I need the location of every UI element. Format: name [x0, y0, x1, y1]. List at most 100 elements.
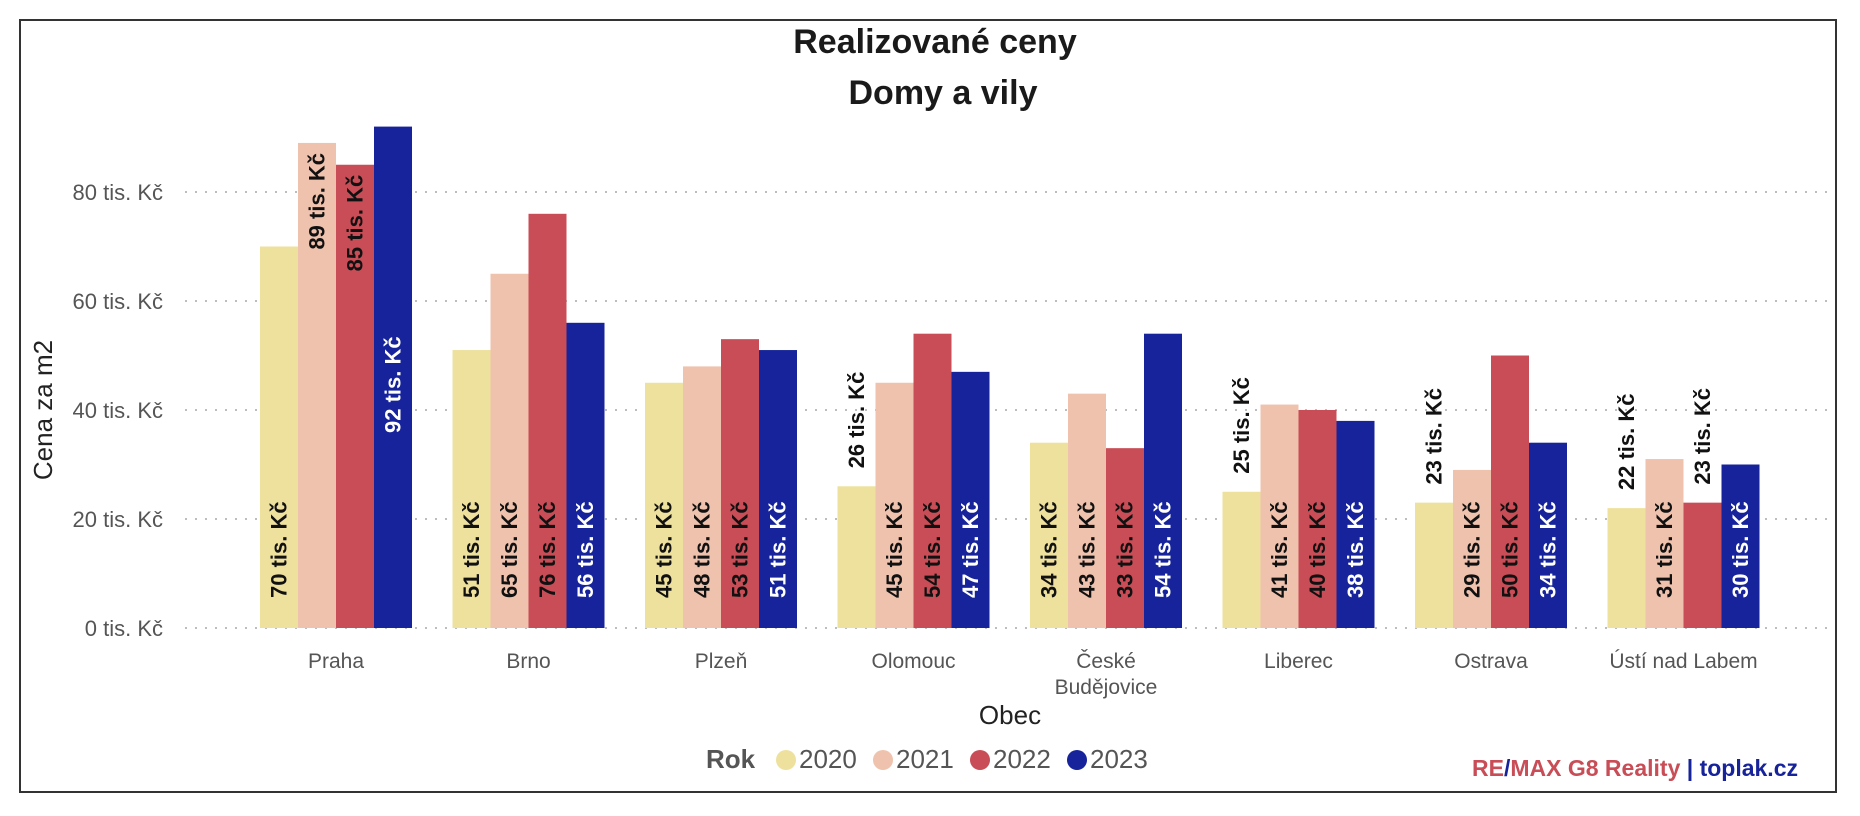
bar-2022	[1106, 448, 1144, 628]
bar-2022	[336, 164, 374, 628]
bar-2021	[683, 366, 721, 628]
bar-2021	[298, 142, 336, 628]
bar-2023	[1721, 464, 1760, 628]
data-label-2022: 53 tis. Kč	[728, 501, 753, 598]
x-axis-ticks: Praha Brno Plzeň Olomouc České Budějovice Libe…	[308, 650, 1758, 699]
y-tick-label: 40 tis. Kč	[73, 398, 163, 423]
bar-2020	[452, 350, 491, 628]
bar-2021	[1068, 393, 1106, 628]
data-label-2020: 22 tis. Kč	[1614, 393, 1639, 490]
bar-2021	[490, 273, 529, 628]
data-label-2022: 54 tis. Kč	[920, 501, 945, 598]
data-label-2021: 29 tis. Kč	[1460, 501, 1485, 598]
data-labels: 70 tis. Kč 89 tis. Kč 85 tis. Kč 92 tis. Kč…	[267, 153, 1753, 598]
bar-2022	[913, 333, 952, 628]
bar-2021	[875, 382, 914, 628]
bars	[260, 126, 1760, 629]
gridlines	[185, 191, 1830, 629]
data-label-2023: 92 tis. Kč	[381, 336, 406, 433]
y-tick-label: 20 tis. Kč	[73, 507, 163, 532]
data-label-2021: 31 tis. Kč	[1652, 501, 1677, 598]
data-label-2020: 25 tis. Kč	[1229, 377, 1254, 474]
legend-label-2020: 2020	[799, 744, 857, 774]
data-label-2020: 70 tis. Kč	[267, 501, 292, 598]
legend-label-2021: 2021	[896, 744, 954, 774]
y-tick-label: 0 tis. Kč	[85, 616, 163, 641]
legend-label-2022: 2022	[993, 744, 1051, 774]
data-label-2020: 26 tis. Kč	[844, 372, 869, 469]
data-label-2023: 47 tis. Kč	[958, 501, 983, 598]
data-label-2022: 85 tis. Kč	[343, 175, 368, 272]
chart-title: Realizované ceny	[793, 23, 1077, 61]
chart-frame	[19, 19, 1837, 793]
brand-toplak: toplak.cz	[1700, 755, 1798, 781]
data-label-2020: 34 tis. Kč	[1037, 501, 1062, 598]
bar-2021	[1645, 459, 1684, 628]
x-tick-label: Brno	[506, 650, 550, 673]
data-label-2021: 41 tis. Kč	[1267, 501, 1292, 598]
data-label-2022: 23 tis. Kč	[1690, 388, 1715, 485]
data-label-2022: 33 tis. Kč	[1113, 501, 1138, 598]
x-tick-label: Ústí nad Labem	[1609, 650, 1757, 673]
data-label-2022: 40 tis. Kč	[1305, 501, 1330, 598]
bar-2022	[1683, 502, 1722, 628]
legend: Rok 2020 2021 2022 2023	[706, 744, 1148, 774]
bar-2023	[1336, 420, 1375, 628]
data-label-2023: 30 tis. Kč	[1728, 501, 1753, 598]
bar-2020	[1030, 442, 1068, 628]
bar-2022	[721, 339, 759, 628]
data-label-2021: 43 tis. Kč	[1075, 501, 1100, 598]
data-label-2021: 48 tis. Kč	[690, 501, 715, 598]
bar-2022	[1298, 410, 1337, 628]
bar-2020	[837, 486, 876, 628]
data-label-2023: 38 tis. Kč	[1343, 501, 1368, 598]
bar-2023	[1529, 442, 1567, 628]
y-axis-title: Cena za m2	[28, 340, 58, 480]
data-label-2023: 51 tis. Kč	[766, 501, 791, 598]
y-axis-ticks: 0 tis. Kč 20 tis. Kč 40 tis. Kč 60 tis. Kč 8…	[73, 180, 163, 641]
bar-2020	[1222, 491, 1261, 628]
bar-2020	[645, 382, 683, 628]
x-tick-label: České Budějovice	[1055, 650, 1158, 699]
bar-2021	[1453, 469, 1491, 628]
x-tick-label: Olomouc	[871, 650, 955, 673]
bar-2020	[1415, 502, 1453, 628]
y-tick-label: 60 tis. Kč	[73, 289, 163, 314]
bar-2020	[260, 246, 298, 628]
x-tick-label: Liberec	[1264, 650, 1333, 673]
data-label-2020: 51 tis. Kč	[459, 501, 484, 598]
data-label-2021: 45 tis. Kč	[882, 501, 907, 598]
bar-2022	[1491, 355, 1529, 628]
brand-separator: |	[1680, 755, 1699, 781]
bar-2022	[528, 213, 567, 629]
brand-remax-name: MAX G8 Reality	[1510, 755, 1680, 781]
brand-remax-re: RE	[1472, 755, 1504, 781]
bar-2023	[951, 371, 990, 628]
brand-text: RE/MAX G8 Reality | toplak.cz	[1472, 755, 1798, 781]
data-label-2023: 34 tis. Kč	[1536, 501, 1561, 598]
bar-2023	[759, 350, 797, 628]
bar-2020	[1607, 508, 1646, 628]
bar-2021	[1260, 404, 1299, 628]
data-label-2022: 76 tis. Kč	[535, 501, 560, 598]
x-tick-label: Ostrava	[1454, 650, 1528, 673]
bar-2023	[566, 322, 605, 628]
legend-title: Rok	[706, 744, 756, 774]
x-tick-label: Plzeň	[695, 650, 748, 673]
data-label-2020: 23 tis. Kč	[1422, 388, 1447, 485]
bar-2023	[374, 126, 412, 628]
data-label-2021: 65 tis. Kč	[497, 501, 522, 598]
legend-swatch-2023	[1067, 750, 1087, 770]
data-label-2021: 89 tis. Kč	[305, 153, 330, 250]
data-label-2022: 50 tis. Kč	[1498, 501, 1523, 598]
y-tick-label: 80 tis. Kč	[73, 180, 163, 205]
chart-subtitle: Domy a vily	[849, 74, 1038, 112]
x-tick-label: Praha	[308, 650, 364, 673]
data-label-2023: 54 tis. Kč	[1151, 501, 1176, 598]
legend-swatch-2022	[970, 750, 990, 770]
brand-slash: /	[1504, 755, 1511, 781]
x-axis-title: Obec	[979, 700, 1041, 730]
legend-swatch-2021	[873, 750, 893, 770]
legend-swatch-2020	[776, 750, 796, 770]
